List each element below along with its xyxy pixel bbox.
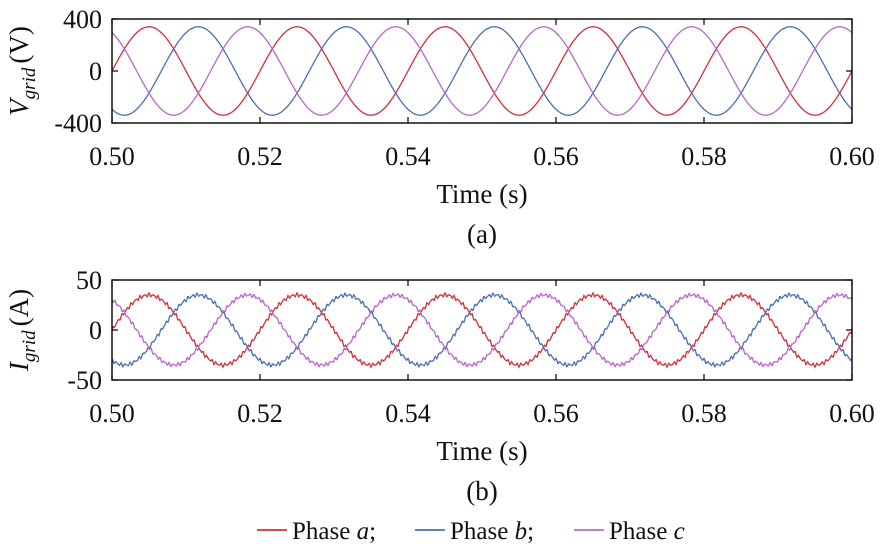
legend-sep-b: ; xyxy=(527,518,534,545)
legend: Phase a; Phase b; Phase c xyxy=(257,518,685,545)
x-tick-label: 0.58 xyxy=(681,142,727,171)
panel-a-x-ticks: 0.50 0.52 0.54 0.56 0.58 0.60 xyxy=(89,19,875,171)
series-line-phase-b xyxy=(111,292,853,368)
x-tick-label: 0.60 xyxy=(829,399,875,428)
panel-a-xlabel: Time (s) xyxy=(436,179,527,209)
legend-item-b: Phase b; xyxy=(450,518,534,545)
x-tick-label: 0.54 xyxy=(385,399,431,428)
panel-b: 0.50 0.52 0.54 0.56 0.58 0.60 50 0 -50 Igrid (A)… xyxy=(4,266,875,506)
legend-letter-c: c xyxy=(674,518,685,545)
x-tick-label: 0.56 xyxy=(533,142,579,171)
legend-letter-b: b xyxy=(515,518,528,545)
x-tick-label: 0.50 xyxy=(89,399,135,428)
panel-a-lines xyxy=(111,26,853,116)
panel-b-xlabel: Time (s) xyxy=(436,436,527,466)
panel-b-ylabel-symbol: I xyxy=(4,360,34,372)
panel-b-y-ticks: 50 0 -50 xyxy=(67,266,852,395)
x-tick-label: 0.58 xyxy=(681,399,727,428)
x-tick-label: 0.60 xyxy=(829,142,875,171)
panel-b-x-ticks: 0.50 0.52 0.54 0.56 0.58 0.60 xyxy=(89,280,875,428)
legend-prefix: Phase xyxy=(609,518,667,545)
panel-a-ylabel-unit: (V) xyxy=(4,26,34,63)
panel-b-ylabel-unit: (A) xyxy=(4,289,34,326)
y-tick-label: 0 xyxy=(89,316,102,345)
panel-b-label: (b) xyxy=(466,476,497,506)
x-tick-label: 0.56 xyxy=(533,399,579,428)
x-tick-label: 0.52 xyxy=(237,142,283,171)
legend-item-a: Phase a; xyxy=(292,518,376,545)
panel-b-lines xyxy=(111,291,853,369)
panel-a-label: (a) xyxy=(467,219,497,249)
x-tick-label: 0.52 xyxy=(237,399,283,428)
panel-a-ylabel-symbol: V xyxy=(4,96,34,116)
y-tick-label: 50 xyxy=(76,266,102,295)
panel-a-y-ticks: 400 0 -400 xyxy=(54,5,852,138)
legend-sep-a: ; xyxy=(369,518,376,545)
panel-a: 0.50 0.52 0.54 0.56 0.58 0.60 400 0 -400 Vgrid (… xyxy=(4,5,875,249)
series-line-phase-a xyxy=(111,26,853,116)
y-tick-label: -400 xyxy=(54,109,102,138)
y-tick-label: 400 xyxy=(63,5,102,34)
panel-b-ylabel: Igrid (A) xyxy=(4,289,40,372)
series-line-phase-b xyxy=(111,26,853,116)
y-tick-label: -50 xyxy=(67,366,102,395)
legend-prefix: Phase xyxy=(450,518,508,545)
series-line-phase-c xyxy=(111,292,853,368)
panel-b-ylabel-subscript: grid xyxy=(19,330,40,362)
legend-item-c: Phase c xyxy=(609,518,685,545)
legend-prefix: Phase xyxy=(292,518,350,545)
x-tick-label: 0.54 xyxy=(385,142,431,171)
panel-a-ylabel-subscript: grid xyxy=(19,67,40,99)
legend-letter-a: a xyxy=(357,518,370,545)
panel-a-ylabel: Vgrid (V) xyxy=(4,26,40,116)
y-tick-label: 0 xyxy=(89,57,102,86)
series-line-phase-a xyxy=(111,291,853,369)
series-line-phase-c xyxy=(111,26,853,116)
x-tick-label: 0.50 xyxy=(89,142,135,171)
